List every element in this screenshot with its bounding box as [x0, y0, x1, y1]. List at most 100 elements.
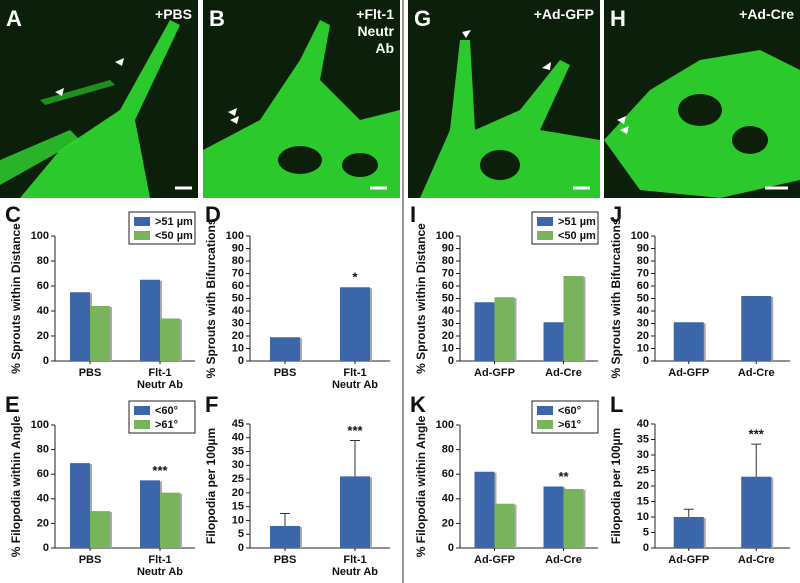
- micrograph-g: [408, 0, 600, 198]
- y-tick-label: 70: [637, 267, 649, 279]
- annotation: **: [558, 469, 569, 484]
- legend-label: >61°: [558, 419, 581, 431]
- bar: [140, 480, 160, 548]
- y-tick-label: 30: [232, 317, 244, 329]
- annotation: *: [352, 270, 358, 285]
- bar: [70, 463, 90, 548]
- x-tick-label: Ad-Cre: [545, 554, 582, 566]
- y-tick-label: 50: [232, 292, 244, 304]
- bar: [543, 486, 564, 548]
- y-tick-label: 40: [442, 305, 454, 317]
- y-axis-label: % Sprouts within Distance: [414, 223, 428, 374]
- bar: [270, 525, 300, 548]
- error-bar: [280, 513, 290, 526]
- y-tick-label: 90: [232, 242, 244, 254]
- panel-letter: G: [414, 6, 432, 31]
- y-tick-label: 40: [232, 305, 244, 317]
- legend-label: >51 µm: [558, 216, 596, 228]
- bar: [543, 322, 564, 361]
- error-bar: [751, 443, 762, 477]
- y-tick-label: 10: [232, 342, 244, 354]
- legend-swatch: [537, 231, 553, 240]
- x-tick-label: Ad-Cre: [737, 554, 775, 566]
- y-tick-label: 60: [442, 468, 454, 480]
- y-tick-label: 50: [442, 292, 454, 304]
- y-tick-label: 20: [637, 330, 649, 342]
- y-tick-label: 60: [37, 280, 49, 292]
- y-tick-label: 80: [442, 444, 454, 456]
- y-tick-label: 15: [232, 501, 244, 513]
- bar: [474, 302, 495, 361]
- y-tick-label: 0: [238, 355, 244, 367]
- bar: [673, 322, 704, 361]
- bar: [70, 292, 90, 361]
- bar: [563, 276, 584, 361]
- image-label: +Ad-Cre: [739, 6, 794, 22]
- bar: [494, 297, 515, 361]
- y-tick-label: 0: [448, 542, 454, 554]
- y-axis-label: % Sprouts within Distance: [9, 223, 23, 374]
- y-tick-label: 60: [37, 468, 49, 480]
- y-tick-label: 40: [37, 493, 49, 505]
- y-tick-label: 100: [31, 230, 49, 242]
- y-tick-label: 60: [442, 280, 454, 292]
- y-tick-label: 70: [442, 267, 454, 279]
- y-axis-label: % Sprouts with Bifurcations: [204, 218, 218, 378]
- x-tick-label: PBS: [78, 367, 102, 379]
- micrograph-a: [0, 0, 198, 198]
- y-tick-label: 20: [637, 480, 649, 492]
- y-tick-label: 100: [31, 419, 49, 431]
- legend-swatch: [134, 217, 150, 226]
- y-tick-label: 100: [631, 230, 649, 242]
- annotation: ***: [749, 427, 765, 442]
- annotation: ***: [347, 423, 363, 438]
- x-tick-label: Flt-1 Neutr Ab: [331, 554, 379, 578]
- y-tick-label: 10: [637, 511, 649, 523]
- bar: [140, 279, 160, 361]
- panel-letter: C: [5, 202, 21, 227]
- legend-label: <60°: [558, 405, 581, 417]
- y-tick-label: 100: [436, 230, 454, 242]
- y-tick-label: 100: [436, 419, 454, 431]
- y-tick-label: 25: [637, 464, 649, 476]
- y-tick-label: 20: [442, 330, 454, 342]
- arrowheads: [55, 30, 629, 134]
- y-tick-label: 90: [637, 242, 649, 254]
- bar: [673, 517, 704, 548]
- y-tick-label: 0: [43, 355, 49, 367]
- x-tick-label: Ad-GFP: [474, 367, 515, 379]
- y-tick-label: 5: [238, 528, 244, 540]
- image-label: +Flt-1 Neutr Ab: [356, 6, 394, 56]
- panel-letter: K: [410, 392, 426, 417]
- legend-label: <50 µm: [155, 230, 193, 242]
- panel-letter: B: [209, 6, 225, 31]
- panel-letter: A: [6, 6, 22, 31]
- y-tick-label: 70: [232, 267, 244, 279]
- x-tick-label: PBS: [78, 554, 102, 566]
- y-tick-label: 20: [232, 487, 244, 499]
- bar: [270, 337, 300, 361]
- y-tick-label: 20: [232, 330, 244, 342]
- y-tick-label: 0: [43, 542, 49, 554]
- y-tick-label: 5: [643, 526, 649, 538]
- error-bar: [350, 440, 360, 477]
- y-tick-label: 10: [442, 342, 454, 354]
- bar: [160, 492, 180, 548]
- x-tick-label: PBS: [273, 554, 297, 566]
- y-tick-label: 30: [637, 317, 649, 329]
- bar: [741, 476, 772, 548]
- y-tick-label: 40: [637, 418, 649, 430]
- x-tick-label: Flt-1 Neutr Ab: [136, 554, 184, 578]
- micrograph-b: [203, 0, 400, 198]
- legend-swatch: [134, 231, 150, 240]
- error-bar: [683, 508, 694, 517]
- y-tick-label: 20: [442, 517, 454, 529]
- y-tick-label: 40: [442, 493, 454, 505]
- panel-letter: F: [205, 392, 219, 417]
- y-tick-label: 40: [37, 305, 49, 317]
- y-tick-label: 0: [643, 355, 649, 367]
- x-tick-label: Ad-GFP: [668, 554, 710, 566]
- legend-swatch: [537, 217, 553, 226]
